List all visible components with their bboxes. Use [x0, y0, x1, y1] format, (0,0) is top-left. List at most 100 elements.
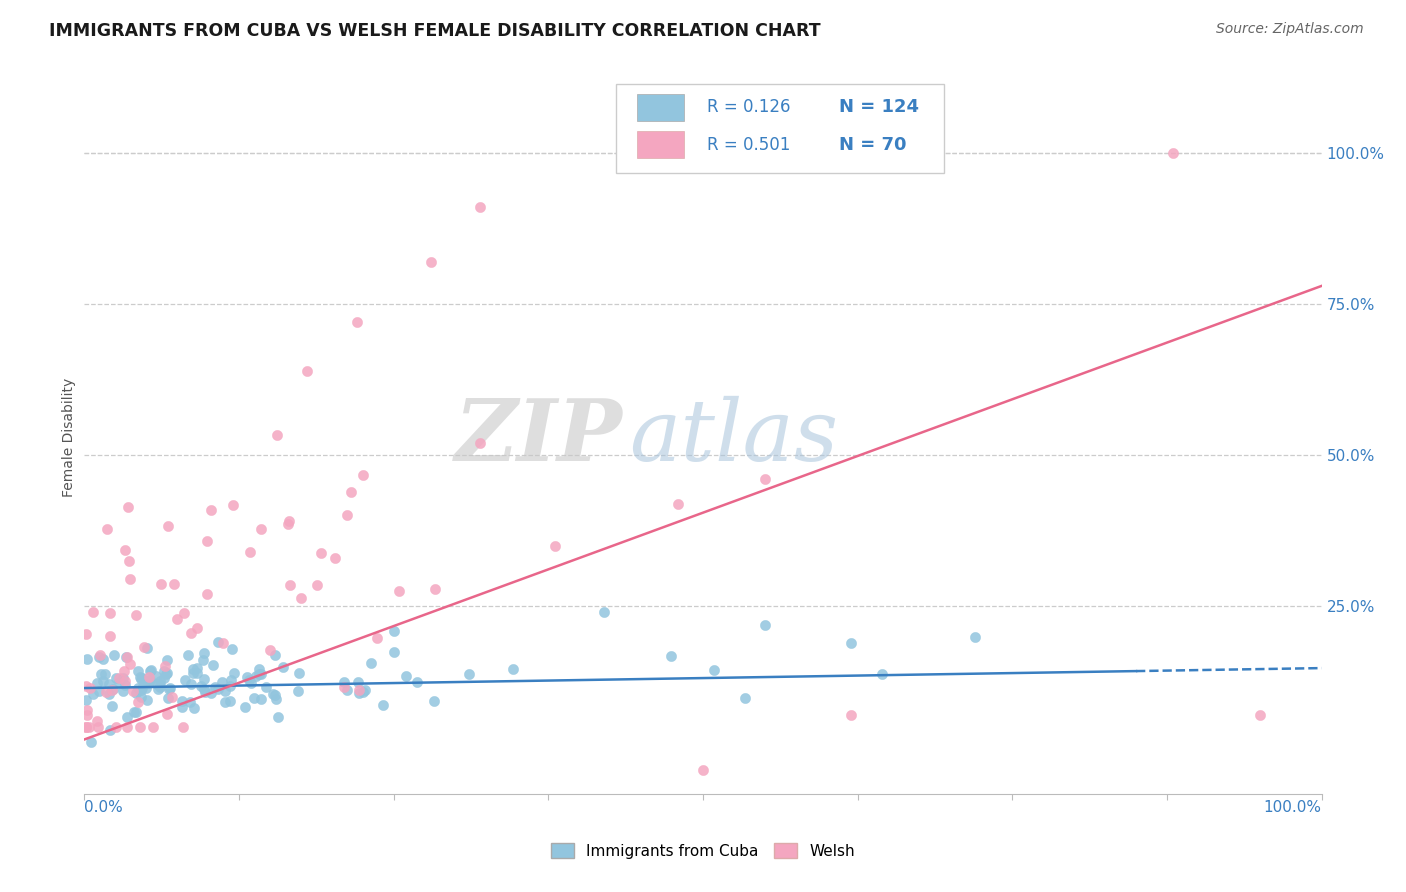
- Point: [470, 436, 492, 450]
- Point: [207, 635, 229, 649]
- FancyBboxPatch shape: [616, 84, 945, 173]
- Point: [264, 692, 287, 706]
- Point: [87, 720, 110, 734]
- Point: [1161, 145, 1184, 160]
- Point: [382, 644, 405, 658]
- Point: [238, 673, 260, 687]
- Point: [135, 673, 157, 688]
- Point: [347, 674, 370, 689]
- Point: [111, 684, 134, 698]
- Point: [122, 684, 145, 698]
- Point: [153, 664, 176, 678]
- Point: [193, 653, 215, 667]
- Point: [186, 621, 208, 635]
- Point: [82, 605, 104, 619]
- Text: N = 70: N = 70: [839, 136, 907, 153]
- Point: [149, 680, 172, 694]
- Point: [98, 687, 121, 701]
- Point: [75, 720, 97, 734]
- Point: [76, 707, 98, 722]
- Point: [98, 606, 121, 620]
- Point: [86, 676, 108, 690]
- Point: [211, 674, 233, 689]
- Point: [111, 671, 134, 685]
- Point: [174, 673, 197, 688]
- Point: [153, 671, 176, 685]
- Point: [201, 657, 224, 672]
- Point: [86, 714, 108, 728]
- Point: [129, 670, 152, 684]
- Point: [366, 632, 388, 646]
- Point: [267, 710, 290, 724]
- Point: [236, 669, 259, 683]
- Point: [395, 669, 418, 683]
- Point: [148, 682, 170, 697]
- Point: [129, 720, 152, 734]
- Point: [114, 543, 136, 558]
- Point: [96, 685, 118, 699]
- Point: [135, 692, 157, 706]
- Point: [323, 551, 346, 566]
- Point: [163, 576, 186, 591]
- Point: [139, 663, 162, 677]
- Point: [117, 500, 139, 514]
- Point: [290, 591, 312, 605]
- Point: [388, 584, 411, 599]
- Point: [347, 686, 370, 700]
- Point: [114, 673, 136, 688]
- Point: [543, 539, 565, 553]
- Point: [146, 676, 169, 690]
- Point: [354, 682, 377, 697]
- Point: [458, 667, 481, 681]
- Point: [277, 516, 299, 531]
- Point: [245, 669, 267, 683]
- Y-axis label: Female Disability: Female Disability: [62, 377, 76, 497]
- Point: [76, 652, 98, 666]
- Point: [156, 653, 179, 667]
- Point: [333, 680, 356, 694]
- Point: [233, 700, 256, 714]
- Point: [139, 673, 162, 687]
- Point: [186, 666, 208, 681]
- Point: [127, 695, 149, 709]
- Point: [965, 630, 987, 644]
- Point: [80, 735, 103, 749]
- Point: [89, 684, 111, 698]
- Text: N = 124: N = 124: [839, 98, 920, 116]
- Point: [82, 687, 104, 701]
- Point: [340, 484, 363, 499]
- Point: [841, 708, 863, 723]
- Point: [115, 650, 138, 665]
- Point: [75, 720, 97, 734]
- Point: [214, 695, 236, 709]
- Point: [131, 682, 153, 697]
- Point: [333, 675, 356, 690]
- Point: [659, 648, 682, 663]
- Point: [1249, 708, 1271, 723]
- Point: [156, 706, 179, 721]
- Point: [360, 657, 382, 671]
- Point: [218, 679, 240, 693]
- Point: [170, 700, 193, 714]
- Point: [132, 640, 155, 655]
- Point: [125, 686, 148, 700]
- Point: [193, 681, 215, 696]
- Point: [173, 606, 195, 620]
- Point: [172, 720, 194, 734]
- Point: [149, 673, 172, 688]
- Point: [239, 545, 262, 559]
- Point: [734, 690, 756, 705]
- Point: [200, 503, 222, 517]
- Text: 100.0%: 100.0%: [1264, 800, 1322, 815]
- Point: [125, 706, 148, 720]
- Point: [125, 607, 148, 622]
- Point: [222, 666, 245, 681]
- Point: [93, 652, 115, 666]
- Text: R = 0.126: R = 0.126: [707, 98, 790, 116]
- Point: [214, 684, 236, 698]
- Point: [108, 671, 131, 685]
- Point: [157, 690, 180, 705]
- FancyBboxPatch shape: [637, 94, 685, 121]
- Point: [138, 670, 160, 684]
- Point: [115, 720, 138, 734]
